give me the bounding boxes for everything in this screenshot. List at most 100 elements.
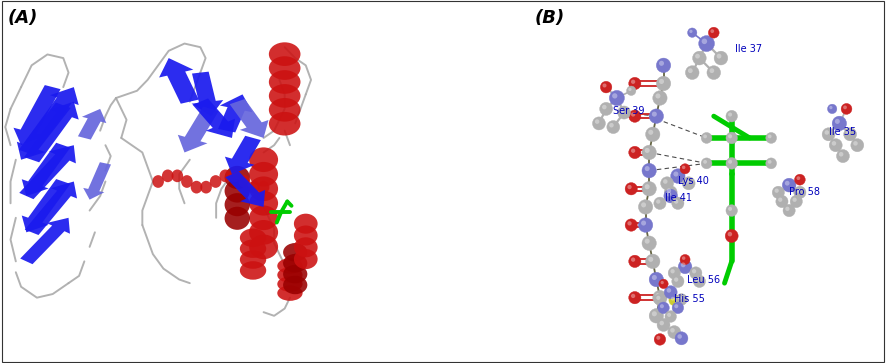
Ellipse shape bbox=[664, 189, 678, 203]
Polygon shape bbox=[178, 107, 219, 152]
Ellipse shape bbox=[642, 163, 657, 178]
Ellipse shape bbox=[181, 175, 192, 188]
Ellipse shape bbox=[694, 275, 705, 287]
Ellipse shape bbox=[248, 181, 260, 193]
Ellipse shape bbox=[657, 296, 660, 300]
Polygon shape bbox=[17, 102, 71, 160]
Ellipse shape bbox=[629, 291, 641, 304]
Ellipse shape bbox=[678, 296, 682, 300]
Ellipse shape bbox=[249, 220, 278, 245]
Ellipse shape bbox=[674, 199, 679, 204]
Ellipse shape bbox=[249, 234, 278, 259]
Ellipse shape bbox=[172, 170, 183, 182]
Ellipse shape bbox=[618, 106, 631, 119]
Ellipse shape bbox=[657, 199, 660, 204]
Ellipse shape bbox=[284, 265, 307, 283]
Ellipse shape bbox=[679, 260, 692, 274]
Ellipse shape bbox=[660, 304, 664, 308]
Ellipse shape bbox=[268, 70, 300, 94]
Ellipse shape bbox=[600, 102, 612, 115]
Ellipse shape bbox=[659, 61, 664, 66]
Ellipse shape bbox=[709, 27, 719, 38]
Ellipse shape bbox=[627, 185, 632, 189]
Ellipse shape bbox=[680, 164, 690, 174]
Ellipse shape bbox=[657, 58, 671, 73]
Ellipse shape bbox=[268, 56, 300, 80]
Ellipse shape bbox=[778, 197, 782, 202]
Ellipse shape bbox=[661, 281, 664, 284]
Ellipse shape bbox=[678, 334, 682, 339]
Ellipse shape bbox=[671, 169, 685, 183]
Ellipse shape bbox=[675, 332, 688, 345]
Ellipse shape bbox=[843, 128, 857, 141]
Ellipse shape bbox=[645, 166, 649, 171]
Ellipse shape bbox=[653, 91, 667, 105]
Ellipse shape bbox=[707, 66, 720, 79]
Ellipse shape bbox=[666, 192, 672, 196]
Ellipse shape bbox=[277, 267, 303, 283]
Ellipse shape bbox=[210, 175, 222, 188]
Ellipse shape bbox=[668, 326, 680, 339]
Ellipse shape bbox=[773, 186, 784, 199]
Polygon shape bbox=[159, 58, 198, 104]
Ellipse shape bbox=[794, 186, 806, 199]
Ellipse shape bbox=[284, 276, 307, 294]
Ellipse shape bbox=[629, 255, 641, 268]
Text: Leu 56: Leu 56 bbox=[687, 274, 720, 285]
Ellipse shape bbox=[664, 186, 677, 199]
Ellipse shape bbox=[642, 145, 657, 160]
Text: Ile 37: Ile 37 bbox=[735, 44, 763, 54]
Ellipse shape bbox=[653, 290, 667, 305]
Ellipse shape bbox=[685, 179, 689, 184]
Ellipse shape bbox=[249, 147, 278, 172]
Ellipse shape bbox=[190, 181, 202, 193]
Ellipse shape bbox=[825, 130, 829, 135]
Ellipse shape bbox=[595, 119, 600, 124]
Ellipse shape bbox=[657, 76, 671, 91]
Ellipse shape bbox=[664, 286, 677, 299]
Ellipse shape bbox=[851, 139, 864, 152]
Ellipse shape bbox=[610, 90, 625, 106]
Ellipse shape bbox=[726, 229, 738, 242]
Ellipse shape bbox=[224, 179, 250, 203]
Ellipse shape bbox=[727, 232, 732, 236]
Ellipse shape bbox=[835, 119, 840, 124]
Ellipse shape bbox=[601, 81, 612, 93]
Polygon shape bbox=[218, 94, 253, 132]
Ellipse shape bbox=[667, 313, 671, 317]
Text: Ser 39: Ser 39 bbox=[613, 106, 645, 116]
Ellipse shape bbox=[680, 262, 686, 267]
Ellipse shape bbox=[612, 93, 618, 98]
Polygon shape bbox=[191, 72, 223, 116]
Ellipse shape bbox=[701, 132, 712, 143]
Ellipse shape bbox=[726, 205, 737, 216]
Ellipse shape bbox=[728, 207, 732, 211]
Ellipse shape bbox=[628, 88, 632, 91]
Ellipse shape bbox=[652, 275, 657, 280]
Ellipse shape bbox=[832, 141, 836, 146]
Text: His 55: His 55 bbox=[674, 294, 705, 305]
Ellipse shape bbox=[668, 267, 680, 279]
Ellipse shape bbox=[682, 256, 686, 260]
Ellipse shape bbox=[249, 176, 278, 201]
Ellipse shape bbox=[224, 193, 250, 216]
Ellipse shape bbox=[224, 166, 250, 189]
Ellipse shape bbox=[645, 238, 649, 244]
Ellipse shape bbox=[710, 68, 714, 73]
Ellipse shape bbox=[268, 98, 300, 122]
Ellipse shape bbox=[659, 279, 668, 289]
Polygon shape bbox=[192, 98, 235, 138]
Ellipse shape bbox=[728, 160, 732, 164]
Ellipse shape bbox=[268, 84, 300, 108]
Ellipse shape bbox=[240, 250, 266, 269]
Ellipse shape bbox=[631, 294, 635, 298]
Ellipse shape bbox=[841, 103, 852, 114]
Ellipse shape bbox=[294, 225, 317, 245]
Ellipse shape bbox=[726, 110, 737, 122]
Polygon shape bbox=[78, 109, 106, 140]
Ellipse shape bbox=[626, 86, 636, 95]
Ellipse shape bbox=[682, 166, 686, 169]
Ellipse shape bbox=[672, 275, 684, 287]
Polygon shape bbox=[24, 102, 79, 162]
Ellipse shape bbox=[607, 121, 619, 134]
